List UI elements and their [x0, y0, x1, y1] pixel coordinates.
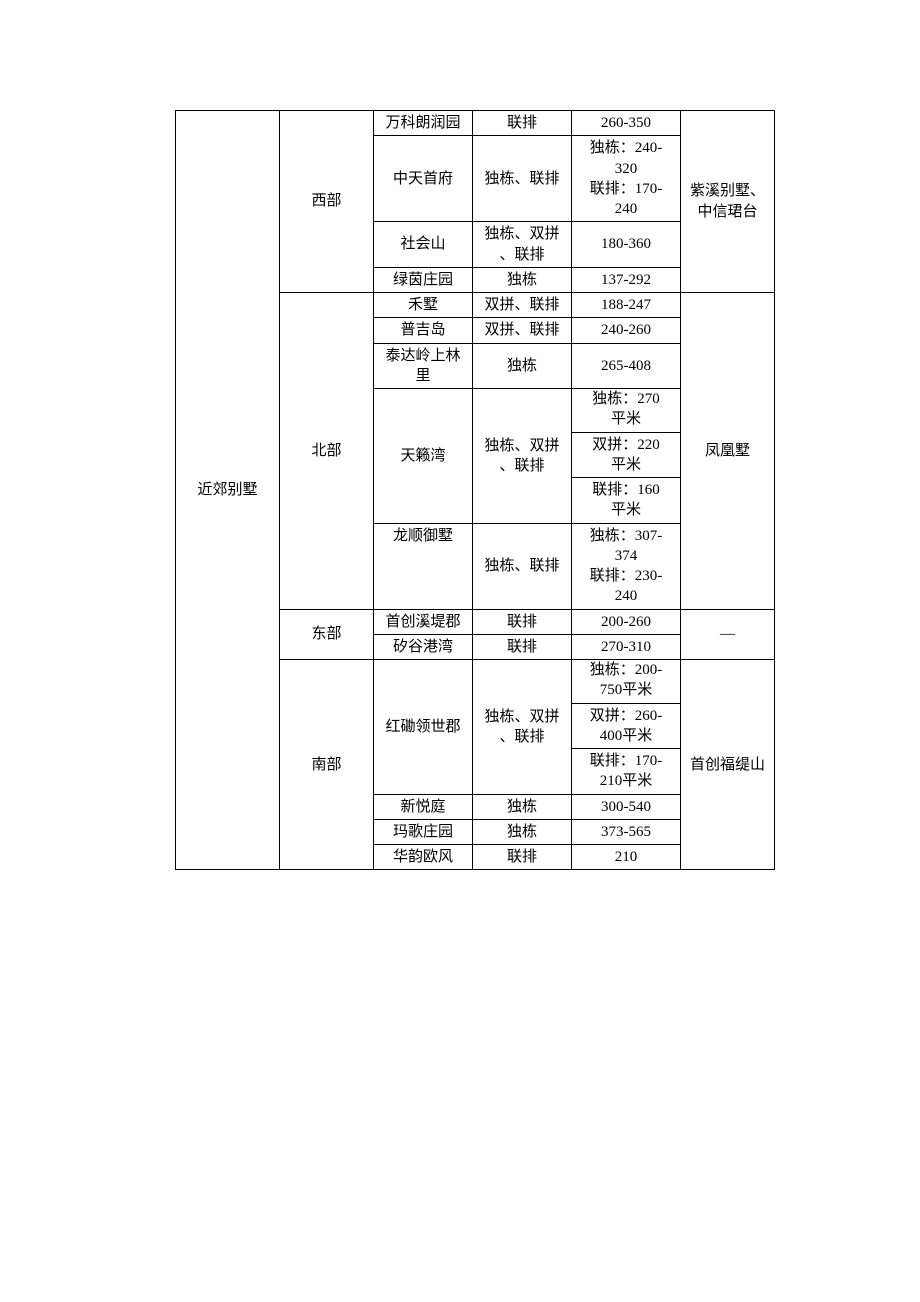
project-cell: 华韵欧风	[374, 845, 473, 870]
type-cell: 独栋、联排	[473, 523, 572, 609]
table-row: 近郊别墅 西部 万科朗润园 联排 260-350 紫溪别墅、 中信珺台	[176, 111, 775, 136]
type-cell: 双拼、联排	[473, 293, 572, 318]
type-cell: 独栋、双拼 、联排	[473, 389, 572, 524]
type-cell: 独栋、双拼 、联排	[473, 660, 572, 795]
type-cell: 独栋、双拼 、联排	[473, 222, 572, 268]
project-cell: 龙顺御墅	[374, 523, 473, 609]
note-cell: 凤凰墅	[681, 293, 775, 610]
type-cell: 联排	[473, 111, 572, 136]
area-cell: 200-260	[572, 609, 681, 634]
region-cell: 北部	[280, 293, 374, 610]
area-cell: 265-408	[572, 343, 681, 389]
note-cell: 首创福缇山	[681, 660, 775, 870]
project-cell: 泰达岭上林 里	[374, 343, 473, 389]
type-cell: 独栋	[473, 343, 572, 389]
project-cell: 新悦庭	[374, 794, 473, 819]
area-cell: 240-260	[572, 318, 681, 343]
area-cell: 300-540	[572, 794, 681, 819]
area-cell: 独栋：270 平米 双拼：220 平米 联排：160 平米	[572, 389, 681, 524]
project-cell: 普吉岛	[374, 318, 473, 343]
area-cell: 270-310	[572, 634, 681, 659]
area-cell: 188-247	[572, 293, 681, 318]
area-line: 独栋：270 平米	[572, 389, 680, 433]
region-cell: 东部	[280, 609, 374, 660]
area-line: 双拼：220 平米	[572, 435, 680, 479]
area-cell: 260-350	[572, 111, 681, 136]
area-cell: 独栋：307- 374 联排：230- 240	[572, 523, 681, 609]
villa-table-body: 近郊别墅 西部 万科朗润园 联排 260-350 紫溪别墅、 中信珺台 中天首府…	[176, 111, 775, 870]
area-cell: 独栋：200- 750平米 双拼：260- 400平米 联排：170- 210平…	[572, 660, 681, 795]
area-line: 独栋：200- 750平米	[572, 660, 680, 704]
project-cell: 首创溪堤郡	[374, 609, 473, 634]
area-cell: 210	[572, 845, 681, 870]
type-cell: 独栋、联排	[473, 136, 572, 222]
type-cell: 联排	[473, 845, 572, 870]
project-cell: 万科朗润园	[374, 111, 473, 136]
villa-table-container: 近郊别墅 西部 万科朗润园 联排 260-350 紫溪别墅、 中信珺台 中天首府…	[175, 110, 920, 870]
area-cell: 373-565	[572, 819, 681, 844]
type-cell: 联排	[473, 609, 572, 634]
area-line: 双拼：260- 400平米	[572, 706, 680, 750]
region-cell: 南部	[280, 660, 374, 870]
project-cell: 玛歌庄园	[374, 819, 473, 844]
project-cell: 绿茵庄园	[374, 267, 473, 292]
area-line: 联排：160 平米	[572, 480, 680, 523]
note-cell: —	[681, 609, 775, 660]
region-cell: 西部	[280, 111, 374, 293]
project-cell: 红磡领世郡	[374, 660, 473, 795]
type-cell: 联排	[473, 634, 572, 659]
type-cell: 独栋	[473, 794, 572, 819]
project-cell: 社会山	[374, 222, 473, 268]
project-cell: 禾墅	[374, 293, 473, 318]
note-cell: 紫溪别墅、 中信珺台	[681, 111, 775, 293]
type-cell: 独栋	[473, 267, 572, 292]
area-line: 联排：170- 210平米	[572, 751, 680, 794]
villa-table: 近郊别墅 西部 万科朗润园 联排 260-350 紫溪别墅、 中信珺台 中天首府…	[175, 110, 775, 870]
type-cell: 双拼、联排	[473, 318, 572, 343]
project-cell: 矽谷港湾	[374, 634, 473, 659]
project-cell: 中天首府	[374, 136, 473, 222]
category-cell: 近郊别墅	[176, 111, 280, 870]
area-cell: 180-360	[572, 222, 681, 268]
area-cell: 独栋：240- 320 联排：170- 240	[572, 136, 681, 222]
area-cell: 137-292	[572, 267, 681, 292]
project-cell: 天籁湾	[374, 389, 473, 524]
type-cell: 独栋	[473, 819, 572, 844]
